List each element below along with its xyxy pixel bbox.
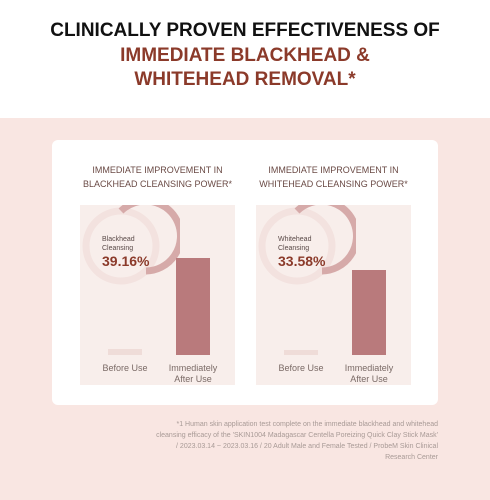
- gauge-label: Blackhead Cleansing: [102, 236, 135, 252]
- headline: CLINICALLY PROVEN EFFECTIVENESS OF: [50, 20, 440, 41]
- chart-title: BLACKHEAD CLEANSING POWER*: [82, 179, 233, 189]
- gauge-label: Whitehead Cleansing: [278, 236, 312, 252]
- improvement: 39.16%: [102, 253, 150, 269]
- footnote: *1 Human skin application test complete …: [176, 421, 439, 428]
- headline: IMMEDIATE BLACKHEAD &: [120, 45, 370, 66]
- chart-title: IMMEDIATE IMPROVEMENT IN: [268, 165, 399, 175]
- gauge: [258, 205, 356, 285]
- bar: [284, 350, 318, 355]
- headline: WHITEHEAD REMOVAL*: [134, 69, 356, 90]
- footnote: / 2023.03.14 ~ 2023.03.16 / 20 Adult Mal…: [176, 443, 438, 450]
- x-tick-label: Before Use: [102, 363, 148, 373]
- x-tick-label: Immediately After Use: [344, 363, 394, 384]
- x-tick-label: Before Use: [278, 363, 324, 373]
- bar: [176, 258, 210, 355]
- gauge: [82, 205, 180, 285]
- gauge-arc: [118, 205, 180, 275]
- footnote: cleansing efficacy of the 'SKIN1004 Mada…: [156, 432, 438, 439]
- panel: Whitehead Cleansing 33.58% Before Use Immed…: [256, 205, 411, 385]
- chart-title: WHITEHEAD CLEANSING POWER*: [259, 179, 408, 189]
- footnote: Research Center: [385, 454, 438, 461]
- bar: [108, 349, 142, 355]
- chart-title: IMMEDIATE IMPROVEMENT IN: [92, 165, 223, 175]
- panel: Blackhead Cleansing 39.16% Before Use Immed…: [80, 205, 235, 385]
- x-tick-label: Immediately After Use: [168, 363, 218, 384]
- gauge-arc: [294, 205, 356, 275]
- improvement: 33.58%: [278, 253, 326, 269]
- bar: [352, 270, 386, 355]
